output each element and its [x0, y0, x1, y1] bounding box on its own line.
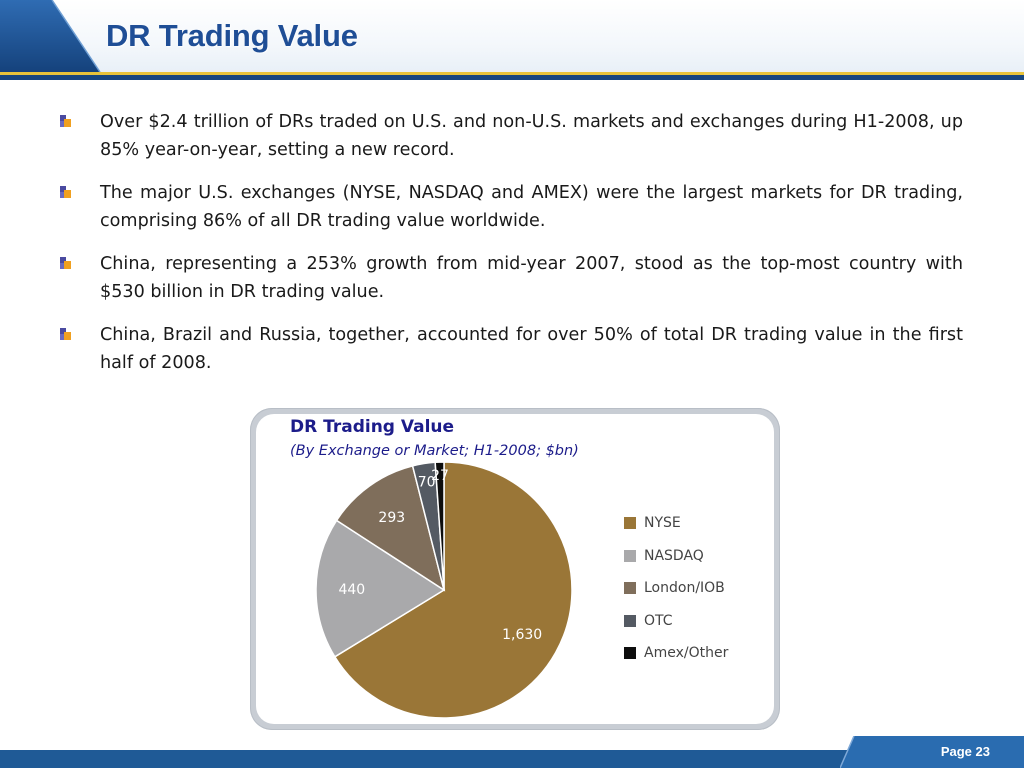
- page-number: Page 23: [940, 744, 990, 759]
- legend-swatch: [624, 582, 636, 595]
- legend-item: OTC: [624, 612, 728, 645]
- slide-header: DR Trading Value: [0, 0, 1024, 80]
- bullet-text: China, representing a 253% growth from m…: [100, 254, 963, 302]
- legend-swatch: [624, 549, 636, 562]
- bullet-item: China, Brazil and Russia, together, acco…: [60, 321, 963, 377]
- chart-subtitle: (By Exchange or Market; H1-2008; $bn): [290, 443, 579, 459]
- legend-item: NYSE: [624, 514, 728, 547]
- bullet-text: China, Brazil and Russia, together, acco…: [100, 325, 963, 373]
- header-decoration: [0, 0, 101, 73]
- legend-item: London/IOB: [624, 579, 728, 612]
- header-rule: [0, 75, 1024, 80]
- bullet-list: Over $2.4 trillion of DRs traded on U.S.…: [60, 108, 963, 392]
- slide-title: DR Trading Value: [106, 18, 358, 53]
- slide-footer: [0, 750, 1024, 768]
- bullet-text: Over $2.4 trillion of DRs traded on U.S.…: [100, 112, 963, 160]
- slice-london-iob: [335, 464, 446, 592]
- legend-swatch: [624, 614, 636, 627]
- legend-label: NASDAQ: [644, 547, 704, 564]
- legend-label: Amex/Other: [644, 645, 729, 662]
- bullet-text: The major U.S. exchanges (NYSE, NASDAQ a…: [100, 183, 963, 231]
- footer-decoration: [840, 736, 1024, 768]
- data-label-nasdaq: 440: [338, 582, 365, 598]
- bullet-icon: [60, 115, 71, 127]
- data-label-london-iob: 293: [378, 510, 405, 526]
- data-label-otc: 70: [418, 474, 436, 490]
- bullet-item: The major U.S. exchanges (NYSE, NASDAQ a…: [60, 179, 963, 235]
- bullet-item: China, representing a 253% growth from m…: [60, 250, 963, 306]
- chart-title: DR Trading Value: [290, 417, 455, 437]
- slice-nyse: [333, 461, 573, 719]
- data-label-amex-other: 27: [431, 468, 449, 484]
- legend-item: Amex/Other: [624, 644, 728, 677]
- slice-nasdaq: [315, 519, 446, 658]
- bullet-item: Over $2.4 trillion of DRs traded on U.S.…: [60, 108, 963, 164]
- legend-label: OTC: [644, 612, 673, 629]
- chart-panel: DR Trading Value (By Exchange or Market;…: [250, 408, 780, 730]
- slice-amex-other: [434, 461, 445, 591]
- legend-swatch: [624, 517, 636, 529]
- bullet-icon: [60, 257, 71, 269]
- legend-label: NYSE: [644, 515, 681, 531]
- chart-frame: DR Trading Value (By Exchange or Market;…: [256, 414, 774, 724]
- legend-label: London/IOB: [644, 580, 725, 597]
- chart-legend: NYSE NASDAQ London/IOB OTC Amex/Other: [624, 514, 728, 677]
- legend-item: NASDAQ: [624, 547, 728, 580]
- legend-swatch: [624, 647, 636, 660]
- bullet-icon: [60, 186, 71, 198]
- data-label-nyse: 1,630: [502, 627, 542, 643]
- header-accent-line: [0, 72, 1024, 75]
- bullet-icon: [60, 328, 71, 340]
